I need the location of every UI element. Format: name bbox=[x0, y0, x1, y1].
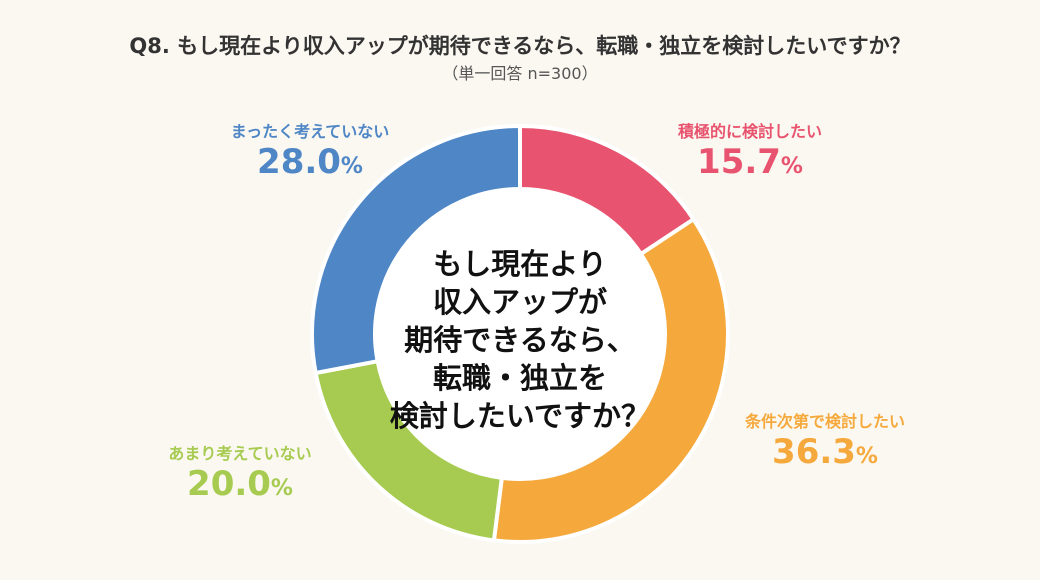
center-line: 転職・独立を bbox=[432, 361, 607, 395]
label-active: 積極的に検討したい 15.7% bbox=[640, 118, 860, 187]
category-label: 条件次第で検討したい bbox=[744, 412, 905, 431]
label-never: まったく考えていない 28.0% bbox=[195, 118, 425, 187]
value-label: 20.0% bbox=[187, 464, 293, 504]
chart-subtitle: （単一回答 n=300） bbox=[442, 64, 598, 83]
label-conditional: 条件次第で検討したい 36.3% bbox=[700, 408, 950, 477]
donut-hole bbox=[377, 191, 663, 477]
center-line: 検討したいですか？ bbox=[389, 399, 651, 433]
chart-title: Q8. もし現在より収入アップが期待できるなら、転職・独立を検討したいですか？ bbox=[129, 34, 911, 58]
center-line: もし現在より bbox=[433, 247, 607, 281]
center-line: 収入アップが bbox=[432, 285, 607, 319]
slice-never bbox=[310, 123, 522, 376]
value-label: 28.0% bbox=[257, 142, 363, 182]
center-question: もし現在より 収入アップが 期待できるなら、 転職・独立を 検討したいですか？ bbox=[360, 245, 680, 435]
category-label: あまり考えていない bbox=[168, 444, 312, 463]
center-line: 期待できるなら、 bbox=[404, 323, 636, 357]
category-label: 積極的に検討したい bbox=[677, 122, 822, 141]
value-label: 15.7% bbox=[697, 142, 803, 182]
label-rarely: あまり考えていない 20.0% bbox=[115, 440, 365, 509]
value-label: 36.3% bbox=[772, 432, 878, 472]
category-label: まったく考えていない bbox=[230, 122, 390, 141]
slice-conditional bbox=[491, 216, 730, 544]
